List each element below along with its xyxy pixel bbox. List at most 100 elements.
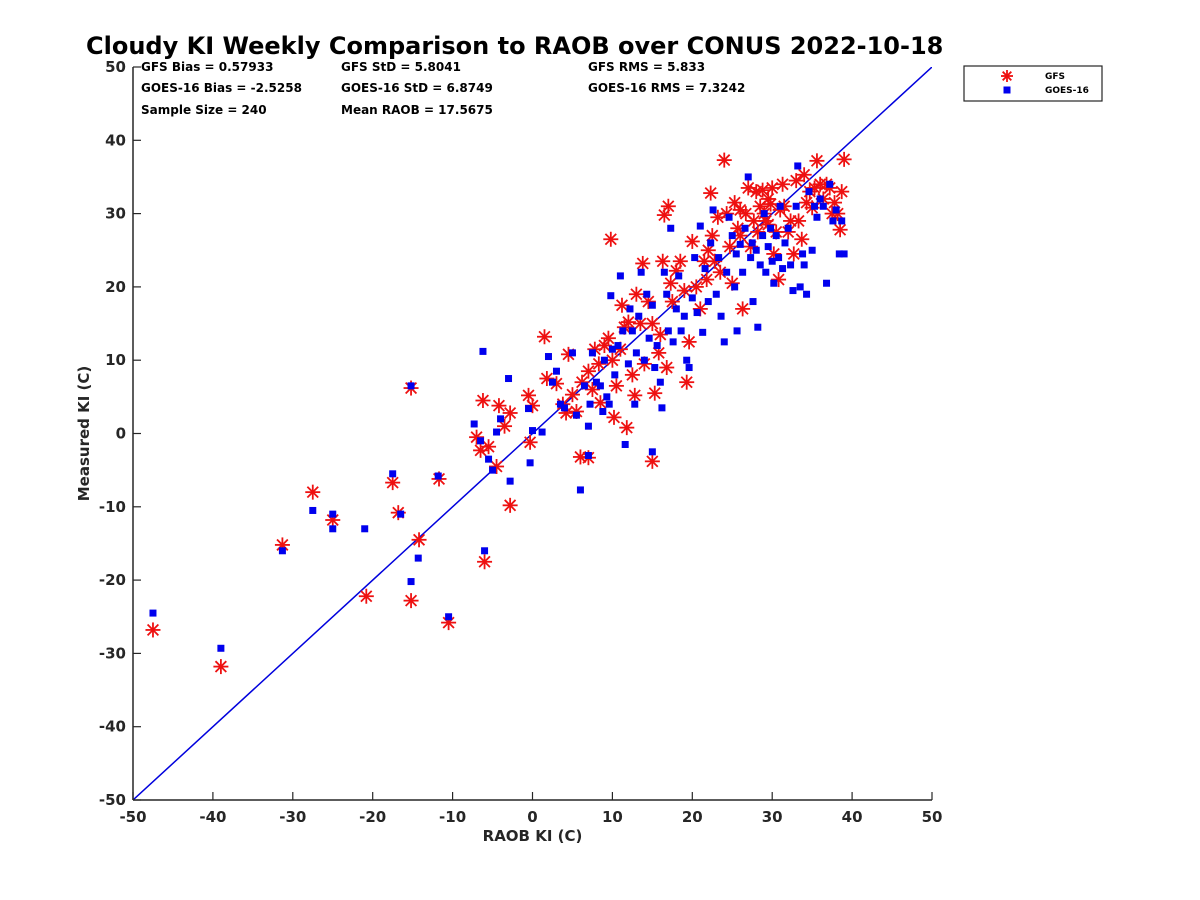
- goes16-point: [759, 232, 767, 240]
- series-goes-16: [149, 162, 848, 652]
- goes16-point: [637, 268, 645, 276]
- goes16-point: [505, 375, 513, 383]
- goes16-point: [816, 195, 824, 203]
- goes16-point: [680, 312, 688, 320]
- gfs-point: [491, 398, 507, 414]
- goes16-point: [544, 353, 552, 361]
- gfs-point: [584, 382, 600, 398]
- goes16-point: [278, 547, 286, 555]
- gfs-point: [788, 173, 804, 189]
- goes16-point: [693, 309, 701, 317]
- goes16-point: [749, 298, 757, 306]
- gfs-point: [755, 182, 771, 198]
- goes16-point: [621, 440, 629, 448]
- gfs-point: [568, 404, 584, 420]
- gfs-point: [764, 180, 780, 196]
- gfs-point: [679, 374, 695, 390]
- legend-box: [963, 65, 1103, 102]
- goes16-point: [635, 312, 643, 320]
- x-tick-label: 0: [527, 808, 537, 826]
- gfs-point: [358, 588, 374, 604]
- goes16-point: [656, 378, 664, 386]
- gfs-point: [620, 314, 636, 330]
- goes16-point: [217, 644, 225, 652]
- goes16-point: [739, 268, 747, 276]
- y-tick-label: -30: [99, 644, 126, 662]
- goes16-point: [736, 240, 744, 248]
- gfs-point: [699, 272, 715, 288]
- goes16-point: [792, 202, 800, 210]
- goes16-point: [741, 224, 749, 232]
- goes16-point: [744, 173, 752, 181]
- goes16-point: [838, 217, 846, 225]
- goes16-point: [640, 356, 648, 364]
- goes16-point: [485, 455, 493, 463]
- goes16-point: [648, 301, 656, 309]
- goes16-point: [696, 222, 704, 230]
- goes16-point: [733, 327, 741, 335]
- goes16-point: [548, 378, 556, 386]
- gfs-point: [614, 297, 630, 313]
- gfs-point: [604, 352, 620, 368]
- goes16-point: [607, 292, 615, 300]
- goes16-point: [667, 224, 675, 232]
- goes16-point: [683, 356, 691, 364]
- goes16-point: [723, 268, 731, 276]
- data-series: [145, 151, 852, 675]
- goes16-point: [608, 345, 616, 353]
- goes16-point: [329, 510, 337, 518]
- gfs-point: [786, 246, 802, 262]
- gfs-point: [497, 418, 513, 434]
- goes16-point: [752, 246, 760, 254]
- gfs-point: [606, 409, 622, 425]
- goes16-point: [725, 213, 733, 221]
- goes16-point: [660, 268, 668, 276]
- y-tick-label: 10: [105, 351, 126, 369]
- x-tick-label: -20: [359, 808, 386, 826]
- goes16-point: [596, 382, 604, 390]
- legend-label: GOES-16: [1045, 86, 1089, 96]
- y-tick-label: 0: [116, 425, 126, 443]
- y-tick-label: 20: [105, 278, 126, 296]
- goes16-point: [747, 254, 755, 262]
- goes16-point: [768, 257, 776, 265]
- gfs-point: [722, 239, 738, 255]
- goes16-point: [506, 477, 514, 485]
- gfs-point: [672, 253, 688, 269]
- goes16-point: [584, 422, 592, 430]
- gfs-point: [716, 152, 732, 168]
- gfs-point: [481, 439, 497, 455]
- gfs-point: [832, 222, 848, 238]
- goes16-point: [715, 254, 723, 262]
- gfs-point: [305, 484, 321, 500]
- goes16-point: [616, 272, 624, 280]
- goes16-point: [775, 254, 783, 262]
- gfs-point: [652, 327, 668, 343]
- goes16-point: [760, 210, 768, 218]
- goes16-point: [631, 400, 639, 408]
- gfs-point: [502, 405, 518, 421]
- goes16-point: [677, 327, 685, 335]
- goes16-point: [445, 613, 453, 621]
- goes16-point: [414, 554, 422, 562]
- gfs-point: [536, 329, 552, 345]
- goes16-point: [709, 206, 717, 214]
- goes16-point: [600, 356, 608, 364]
- gfs-point: [564, 387, 580, 403]
- stat-text: GOES-16 RMS = 7.3242: [588, 81, 745, 95]
- gfs-point: [659, 360, 675, 376]
- goes16-point: [803, 290, 811, 298]
- goes16-point: [664, 327, 672, 335]
- goes16-point: [835, 250, 843, 258]
- goes16-point: [481, 547, 489, 555]
- goes16-point: [675, 272, 683, 280]
- y-tick-label: -50: [99, 791, 126, 809]
- x-tick-label: 10: [602, 808, 623, 826]
- goes16-point: [434, 472, 442, 480]
- x-tick-label: 20: [682, 808, 703, 826]
- gfs-point: [763, 196, 779, 212]
- y-tick-label: 40: [105, 131, 126, 149]
- stat-text: GFS RMS = 5.833: [588, 60, 705, 74]
- goes16-point: [497, 415, 505, 423]
